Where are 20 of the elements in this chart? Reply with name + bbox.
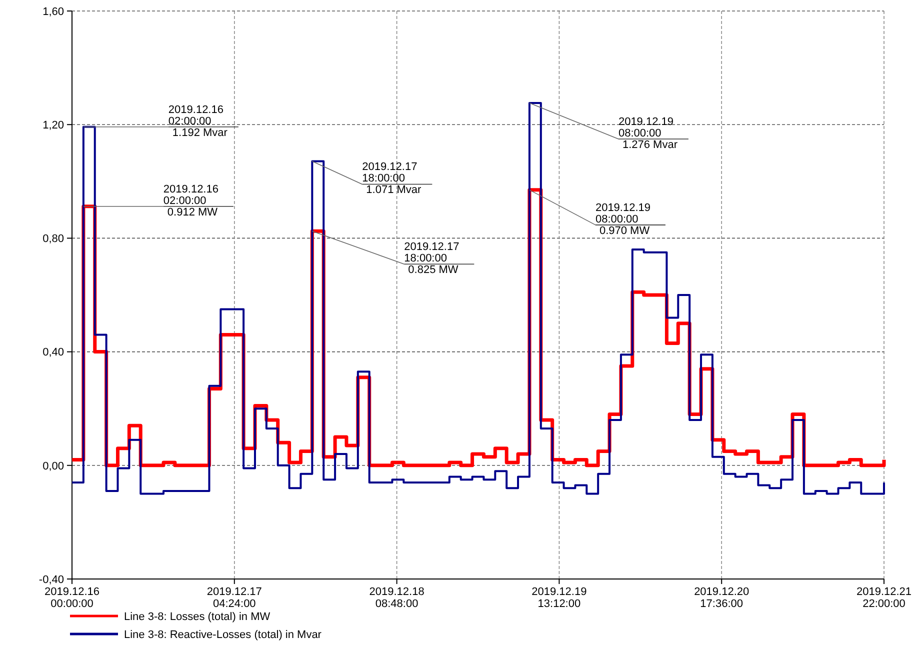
- legend-label: Line 3-8: Losses (total) in MW: [124, 610, 271, 623]
- y-tick-label: -0,40: [38, 574, 64, 586]
- x-tick-label: 2019.12.21 22:00:00: [856, 586, 912, 610]
- annotation: 2019.12.19 08:00:00 1.276 Mvar: [618, 116, 678, 152]
- annotation: 2019.12.19 08:00:00 0.970 MW: [595, 202, 651, 237]
- y-tick-label: 1,20: [42, 119, 64, 132]
- y-tick-label: 0,00: [42, 460, 64, 472]
- y-tick-label: 0,80: [42, 233, 64, 246]
- x-tick-label: 2019.12.20 17:36:00: [694, 586, 750, 610]
- annotation: 2019.12.17 18:00:00 0.825 MW: [404, 241, 460, 276]
- x-tick-label: 2019.12.18 08:48:00: [369, 586, 424, 610]
- annotation: 2019.12.17 18:00:00 1.071 Mvar: [362, 161, 422, 196]
- y-tick-label: 0,40: [42, 346, 64, 359]
- x-tick-label: 2019.12.16 00:00:00: [44, 586, 100, 610]
- legend-label: Line 3-8: Reactive-Losses (total) in Mvar: [124, 628, 322, 641]
- annotation: 2019.12.16 02:00:00 1.192 Mvar: [168, 104, 228, 139]
- annotation: 2019.12.16 02:00:00 0.912 MW: [163, 183, 218, 218]
- x-tick-label: 2019.12.19 13:12:00: [532, 586, 587, 610]
- y-tick-label: 1,60: [42, 6, 64, 18]
- x-tick-label: 2019.12.17 04:24:00: [206, 586, 262, 610]
